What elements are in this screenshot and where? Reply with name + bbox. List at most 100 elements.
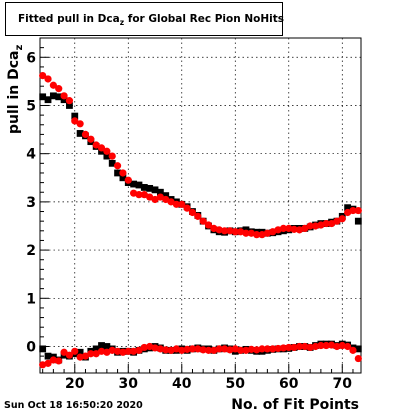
data-point xyxy=(39,71,47,80)
data-point xyxy=(253,231,261,239)
chart-title-main: Fitted pull in Dca xyxy=(18,13,120,25)
data-point xyxy=(65,351,74,359)
data-point xyxy=(146,193,154,201)
x-tick-label: 70 xyxy=(333,376,353,392)
series-3 xyxy=(39,341,362,369)
data-point xyxy=(39,93,47,101)
data-point xyxy=(76,353,84,361)
data-point xyxy=(215,345,223,353)
data-point xyxy=(114,169,121,177)
data-point xyxy=(178,346,186,354)
data-point xyxy=(65,97,74,105)
data-point xyxy=(49,81,57,89)
data-point xyxy=(349,206,357,215)
data-point xyxy=(55,85,63,93)
data-point xyxy=(103,343,111,350)
data-point xyxy=(140,184,148,191)
data-point xyxy=(124,176,132,184)
plot-frame xyxy=(39,37,362,374)
data-point xyxy=(119,348,127,356)
x-tick-label: 30 xyxy=(119,376,139,392)
data-point xyxy=(55,93,63,101)
data-point xyxy=(247,345,255,353)
data-point xyxy=(322,219,330,228)
data-point xyxy=(124,347,132,355)
data-points xyxy=(39,71,362,369)
data-point xyxy=(237,346,245,354)
data-point xyxy=(354,217,362,225)
data-point xyxy=(146,184,154,192)
data-point xyxy=(333,217,341,225)
data-point xyxy=(71,117,79,125)
data-point xyxy=(135,346,143,354)
timestamp: Sun Oct 18 16:50:20 2020 xyxy=(4,400,143,411)
x-tick-label: 60 xyxy=(279,376,299,392)
data-point xyxy=(55,357,63,365)
data-point xyxy=(279,224,288,232)
data-point xyxy=(311,222,320,230)
y-axis-title-main: pull in Dca xyxy=(6,51,22,134)
data-point xyxy=(49,356,57,364)
data-point xyxy=(172,200,181,208)
data-point xyxy=(253,346,261,354)
data-point xyxy=(76,120,84,128)
y-tick-label: 0 xyxy=(26,339,36,355)
data-point xyxy=(226,227,234,235)
data-point xyxy=(301,342,309,351)
data-point xyxy=(269,345,277,353)
data-point xyxy=(44,75,52,83)
data-point xyxy=(71,347,79,355)
data-point xyxy=(60,348,68,356)
data-point xyxy=(344,342,352,351)
data-point xyxy=(231,228,239,236)
data-point xyxy=(44,359,52,367)
data-point xyxy=(76,348,84,356)
y-tick-label: 3 xyxy=(26,195,36,211)
data-point xyxy=(338,215,346,223)
data-point xyxy=(306,343,314,352)
data-point xyxy=(344,204,352,212)
data-point xyxy=(60,96,68,104)
x-tick-label: 50 xyxy=(226,376,246,392)
data-point xyxy=(81,130,90,139)
data-point xyxy=(258,345,266,353)
data-point xyxy=(199,217,207,225)
data-point xyxy=(204,221,213,229)
data-point xyxy=(103,152,111,160)
data-point xyxy=(156,345,164,353)
data-point xyxy=(140,343,148,352)
data-point xyxy=(322,341,330,350)
title-box: Fitted pull in Dcaz for Global Rec Pion … xyxy=(5,2,284,36)
grid xyxy=(40,38,361,373)
data-point xyxy=(87,135,95,143)
data-point xyxy=(130,180,138,188)
data-point xyxy=(113,347,122,355)
data-point xyxy=(285,343,293,352)
data-point xyxy=(39,345,47,353)
data-point xyxy=(188,345,197,353)
data-point xyxy=(178,200,186,208)
data-point xyxy=(242,346,250,354)
data-point xyxy=(108,159,116,167)
data-point xyxy=(162,346,170,354)
data-point xyxy=(60,92,68,100)
data-point xyxy=(279,344,288,352)
data-point xyxy=(92,350,100,358)
chart-title: Fitted pull in Dcaz for Global Rec Pion … xyxy=(18,13,284,27)
data-point xyxy=(354,354,362,363)
data-point xyxy=(354,206,362,215)
data-point xyxy=(156,188,164,196)
data-point xyxy=(162,192,170,200)
data-point xyxy=(204,346,213,354)
data-point xyxy=(49,92,57,100)
y-axis-title-subscript: z xyxy=(14,45,25,51)
x-tick-label: 40 xyxy=(172,376,192,392)
data-point xyxy=(311,342,320,351)
data-point xyxy=(97,144,106,152)
y-tick-label: 5 xyxy=(26,98,36,114)
data-point xyxy=(135,191,143,199)
data-point xyxy=(119,174,127,182)
y-tick-label: 1 xyxy=(26,291,36,307)
series-1 xyxy=(39,71,362,239)
